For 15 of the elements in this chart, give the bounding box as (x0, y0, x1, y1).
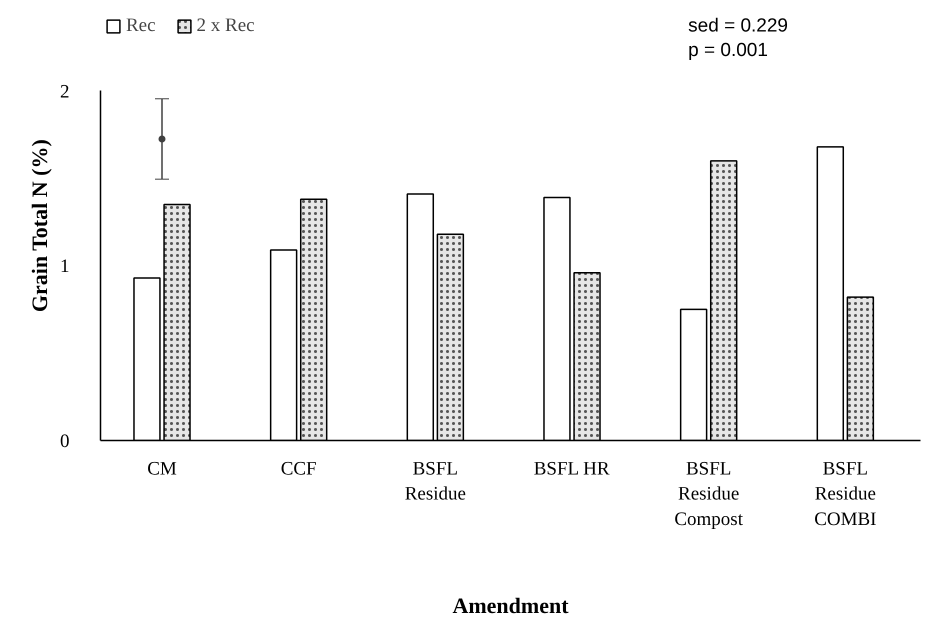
y-tick-label: 1 (60, 256, 70, 278)
x-tick-label: BSFL HR (534, 458, 610, 480)
x-axis-title: Amendment (452, 592, 570, 618)
y-tick-label: 0 (60, 431, 70, 452)
legend-label: Rec (126, 15, 156, 37)
y-tick-label: 2 (60, 81, 70, 102)
text: p = 0.001 (688, 40, 768, 62)
x-tick-label: BSFL Residue (404, 458, 466, 505)
y-axis-title: Grain Total N (%) (27, 139, 52, 312)
text: sed = 0.229 (688, 16, 788, 37)
x-tick-label: CM (147, 458, 177, 480)
x-tick-label: CCF (280, 458, 317, 480)
legend-label: 2 x Rec (196, 15, 255, 37)
x-tick-label: BSFL Residue Compost (674, 458, 744, 530)
x-tick-label: BSFL Residue COMBI (814, 458, 876, 530)
